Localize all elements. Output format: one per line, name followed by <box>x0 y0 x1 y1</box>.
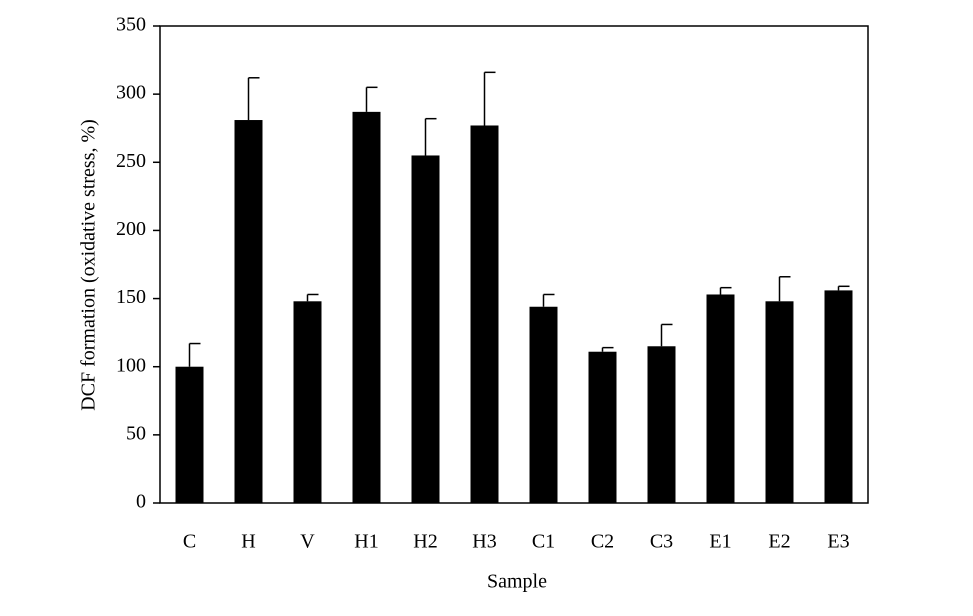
x-tick-label: H2 <box>413 531 437 553</box>
bar <box>647 346 676 503</box>
plot-frame <box>159 25 869 504</box>
y-tick-label: 0 <box>136 491 146 513</box>
x-tick-label: E3 <box>827 531 849 553</box>
y-tick-label: 100 <box>116 354 146 376</box>
x-tick-label: E1 <box>709 531 731 553</box>
y-tick-label: 300 <box>116 82 146 104</box>
x-tick-label: V <box>300 531 315 553</box>
y-tick-label: 250 <box>116 150 146 172</box>
bar <box>470 125 499 503</box>
x-tick-label: C3 <box>650 531 673 553</box>
bar <box>411 155 440 503</box>
x-tick-label: C <box>183 531 196 553</box>
bar <box>352 111 381 504</box>
bar <box>175 366 204 503</box>
y-tick-label: 200 <box>116 218 146 240</box>
bar <box>824 290 853 503</box>
x-tick-label: H <box>241 531 255 553</box>
x-tick-label: E2 <box>768 531 790 553</box>
x-tick-label: H1 <box>354 531 378 553</box>
y-tick-label: 150 <box>116 286 146 308</box>
bar <box>234 120 263 503</box>
x-tick-label: C1 <box>532 531 555 553</box>
bar <box>588 351 617 503</box>
bar <box>765 301 794 503</box>
x-tick-label: C2 <box>591 531 614 553</box>
y-tick-label: 350 <box>116 14 146 36</box>
bar <box>529 306 558 503</box>
y-tick-label: 50 <box>126 422 146 444</box>
x-axis-label: Sample <box>487 571 547 593</box>
bar <box>293 301 322 503</box>
y-axis-label: DCF formation (oxidative stress, %) <box>78 119 100 411</box>
x-tick-label: H3 <box>472 531 496 553</box>
bar <box>706 294 735 503</box>
